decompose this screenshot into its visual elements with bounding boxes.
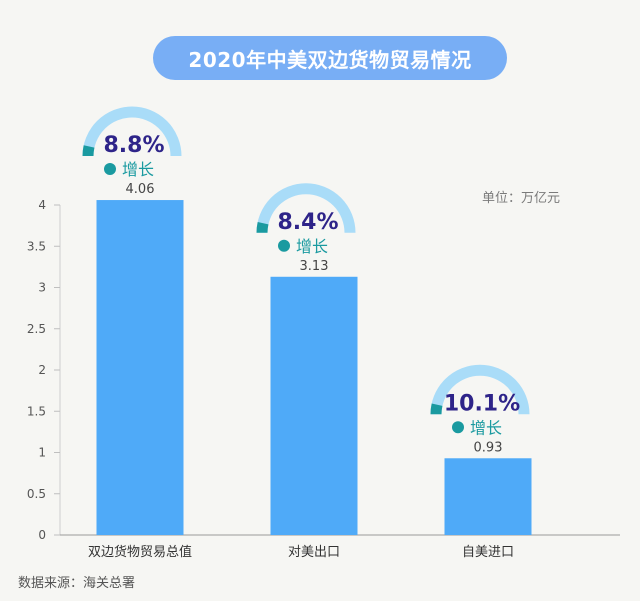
x-axis-labels: 双边货物贸易总值 对美出口 自美进口 bbox=[88, 544, 514, 560]
growth-value: 8.8% bbox=[103, 133, 164, 158]
y-tick-label: 0 bbox=[38, 528, 46, 542]
y-tick-label: 2.5 bbox=[27, 322, 46, 336]
x-tick-label: 双边货物贸易总值 bbox=[88, 544, 192, 560]
growth-dot bbox=[278, 239, 290, 252]
y-tick-label: 0.5 bbox=[27, 487, 46, 501]
growth-label: 增长 bbox=[122, 160, 154, 179]
gauge-arc bbox=[256, 183, 356, 233]
growth-dot bbox=[104, 163, 116, 176]
y-tick-label: 4 bbox=[38, 198, 46, 212]
bars-group: 4.06 3.13 0.93 bbox=[96, 182, 532, 536]
growth-label: 增长 bbox=[296, 237, 328, 256]
y-tick-label: 1.5 bbox=[27, 404, 46, 418]
y-axis-ticks: 0 0.5 1 1.5 2 2.5 3 3.5 4 bbox=[27, 198, 60, 542]
growth-value: 10.1% bbox=[444, 391, 520, 416]
bar bbox=[444, 458, 532, 535]
y-tick-label: 3.5 bbox=[27, 239, 46, 253]
gauge-arc bbox=[82, 106, 182, 157]
gauge-accent bbox=[256, 221, 269, 233]
gauge-accent bbox=[82, 145, 95, 157]
growth-gauges: 8.8% 增长 8.4% 增长 10.1% 增长 bbox=[82, 106, 530, 437]
bar bbox=[96, 200, 184, 536]
x-tick-label: 对美出口 bbox=[288, 545, 340, 560]
y-tick-label: 1 bbox=[38, 446, 46, 460]
growth-dot bbox=[452, 421, 464, 434]
gauge-arc bbox=[430, 364, 530, 415]
chart-title: 2020年中美双边货物贸易情况 bbox=[153, 36, 507, 80]
unit-label: 单位：万亿元 bbox=[481, 191, 560, 206]
data-label: 0.93 bbox=[474, 440, 503, 455]
bar bbox=[270, 276, 358, 535]
x-tick-label: 自美进口 bbox=[462, 545, 514, 560]
y-tick-label: 3 bbox=[38, 281, 46, 295]
source-label: 数据来源：海关总署 bbox=[18, 576, 136, 591]
growth-label: 增长 bbox=[470, 418, 502, 437]
gauge-accent bbox=[430, 403, 443, 415]
y-tick-label: 2 bbox=[38, 363, 46, 377]
data-label: 4.06 bbox=[126, 182, 155, 197]
growth-value: 8.4% bbox=[277, 210, 338, 235]
data-label: 3.13 bbox=[300, 259, 329, 274]
